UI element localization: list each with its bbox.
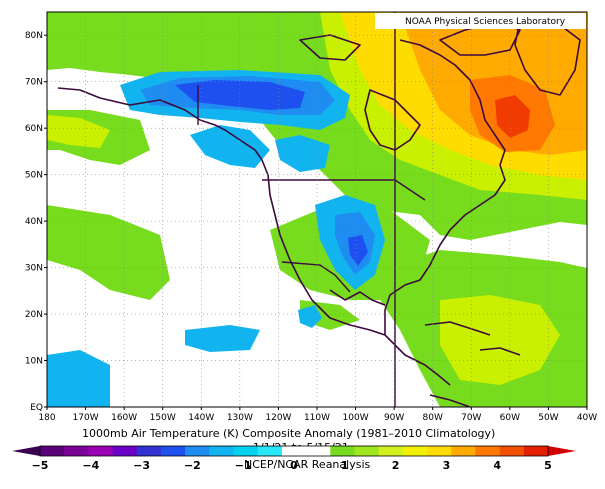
colorbar-tick-label: −3 [133, 459, 150, 472]
figure-title: 1000mb Air Temperature (K) Composite Ano… [82, 427, 495, 440]
coastlines [57, 19, 581, 407]
longitude-tick-label: 40W [577, 413, 597, 423]
longitude-tick-label: 110W [304, 413, 330, 423]
colorbar-swatch [427, 446, 452, 456]
warm-anomaly-region-alaska-west [47, 115, 110, 148]
colorbar-swatch [354, 446, 379, 456]
longitude-tick-label: 50W [538, 413, 558, 423]
colorbar [12, 445, 576, 457]
colorbar-tick-label: 2 [392, 459, 400, 472]
colorbar-labels: −5 −4 −3 −2 −1 0 1 2 3 4 5 [32, 459, 552, 472]
latitude-tick-label: 70N [25, 78, 43, 88]
latitude-tick-label: 30N [25, 264, 43, 274]
cold-anomaly-region-plains-peak [348, 235, 368, 266]
colorbar-swatch [88, 446, 113, 456]
colorbar-tick-label: −4 [82, 459, 99, 472]
colorbar-tick-label: 3 [443, 459, 451, 472]
cold-anomaly-region-baja [298, 305, 322, 328]
latitude-tick-label: 40N [25, 217, 43, 227]
cold-anomaly-region-tropical-pacific-b [47, 350, 110, 407]
colorbar-tick-label: 4 [493, 459, 501, 472]
credit-text: NOAA Physical Sciences Laboratory [405, 17, 566, 27]
colorbar-swatch [209, 446, 234, 456]
colorbar-high-extension [548, 446, 576, 456]
colorbar-swatch [112, 446, 138, 456]
latitude-tick-label: 60N [25, 124, 43, 134]
cold-anomaly-region-gulf-of-alaska [190, 125, 270, 168]
longitude-tick-label: 100W [343, 413, 369, 423]
longitude-tick-label: 130W [227, 413, 253, 423]
colorbar-swatch [475, 446, 500, 456]
colorbar-tick-label: 1 [341, 459, 349, 472]
colorbar-swatch [402, 446, 428, 456]
longitude-tick-label: 80W [423, 413, 443, 423]
colorbar-swatch [233, 446, 259, 456]
longitude-tick-label: 180 [38, 413, 55, 423]
longitude-tick-label: 170W [73, 413, 99, 423]
colorbar-swatch [451, 446, 476, 456]
colorbar-swatch [330, 446, 355, 456]
colorbar-swatch [136, 446, 162, 456]
colorbar-swatch [40, 446, 65, 456]
colorbar-tick-label: −5 [32, 459, 49, 472]
colorbar-swatch [306, 446, 331, 456]
cold-anomaly-region-tropical-pacific-a [185, 325, 260, 352]
colorbar-low-extension [12, 446, 40, 456]
colorbar-swatch [499, 446, 525, 456]
cold-anomaly-region-pacific-nw [275, 135, 330, 172]
colorbar-frame [39, 445, 549, 457]
colorbar-swatch [378, 446, 404, 456]
latitude-tick-labels: EQ 10N 20N 30N 40N 50N 60N 70N 80N [25, 31, 47, 413]
cold-anomaly-region-alaska-peak [175, 80, 305, 110]
latitude-tick-label: EQ [30, 403, 43, 413]
colorbar-swatch [160, 446, 186, 456]
colorbar-tick-label: −2 [184, 459, 201, 472]
longitude-tick-label: 140W [188, 413, 214, 423]
colorbar-swatch [281, 446, 307, 456]
boundaries [197, 12, 426, 407]
anomaly-fields [47, 12, 587, 407]
colorbar-swatch [523, 446, 549, 456]
longitude-tick-label: 90W [384, 413, 404, 423]
colorbar-tick-label: 5 [544, 459, 552, 472]
longitude-tick-labels: 180 170W 160W 150W 140W 130W 120W 110W 100W 90W 80… [38, 407, 597, 423]
colorbar-swatch [185, 446, 210, 456]
colorbar-tick-label: 0 [290, 459, 298, 472]
latitude-tick-label: 80N [25, 31, 43, 41]
latitude-tick-label: 10N [25, 357, 43, 367]
longitude-tick-label: 60W [500, 413, 520, 423]
colorbar-swatch [257, 446, 283, 456]
warm-anomaly-region-east-pacific [47, 205, 170, 300]
source-label: NCEP/NCAR Reanalysis [244, 458, 370, 471]
credit-box [375, 13, 586, 29]
latitude-tick-label: 20N [25, 310, 43, 320]
longitude-tick-label: 150W [150, 413, 176, 423]
warm-anomaly-region-labrador-peak [495, 95, 530, 138]
latitude-tick-label: 50N [25, 171, 43, 181]
colorbar-swatch [64, 446, 89, 456]
longitude-tick-label: 160W [111, 413, 137, 423]
colorbar-tick-label: −1 [235, 459, 252, 472]
longitude-tick-label: 70W [461, 413, 481, 423]
warm-anomaly-region-tropical-atlantic [440, 295, 560, 385]
longitude-tick-label: 120W [265, 413, 291, 423]
